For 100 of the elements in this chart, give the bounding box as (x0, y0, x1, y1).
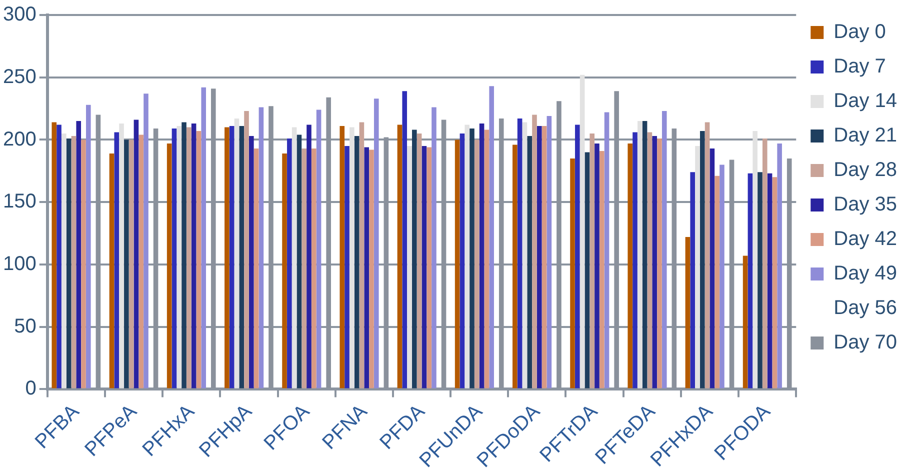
bar (772, 177, 778, 388)
bar (762, 138, 768, 388)
bar (714, 176, 720, 388)
bar (454, 140, 460, 388)
bar (144, 94, 148, 388)
bar (604, 112, 610, 388)
y-tick-label: 250 (2, 66, 36, 88)
bar (690, 172, 695, 388)
bar (748, 173, 753, 388)
bar (546, 116, 552, 388)
bar (138, 134, 144, 388)
bar (292, 127, 297, 388)
text: Day 56 (834, 297, 898, 320)
bar (71, 136, 76, 388)
bar (66, 138, 72, 388)
bar (752, 131, 758, 388)
bar (628, 143, 633, 388)
bar (777, 143, 782, 388)
y-tick-label: 200 (2, 128, 36, 150)
legend-label: Day 35 (834, 194, 898, 216)
legend-label: Day 28 (834, 159, 898, 182)
bar (460, 134, 465, 388)
bar (700, 131, 705, 388)
bar (86, 104, 91, 388)
bar (350, 127, 354, 388)
bar (229, 126, 234, 388)
bar (340, 126, 345, 388)
bar (282, 153, 287, 388)
bar (359, 122, 364, 388)
bar (685, 237, 690, 388)
bar (632, 132, 638, 388)
bar (128, 140, 134, 388)
bar (474, 140, 480, 388)
legend-label: Day 7 (834, 56, 886, 78)
legend-label: Day 0 (834, 21, 886, 44)
bar (62, 134, 66, 388)
bar (119, 124, 124, 388)
bar (312, 148, 316, 388)
bar (109, 153, 114, 388)
bar (522, 122, 528, 388)
bar (695, 146, 700, 388)
legend-label: Day 21 (834, 124, 898, 147)
bar (422, 146, 427, 388)
bar (52, 122, 57, 388)
bar (742, 256, 748, 388)
bar (758, 172, 762, 388)
bar (542, 126, 547, 388)
bar (575, 124, 580, 388)
bar (56, 124, 62, 388)
bar (354, 136, 360, 388)
bar (244, 111, 249, 388)
bar (172, 128, 177, 388)
bar (512, 144, 518, 388)
legend-label: Day 70 (834, 332, 898, 354)
bar (527, 136, 532, 388)
bar (407, 146, 412, 388)
bar (249, 136, 254, 388)
y-tick-label: 300 (2, 4, 36, 26)
bar (590, 134, 594, 388)
bar (464, 124, 470, 388)
bar (517, 118, 522, 388)
bar (302, 148, 307, 388)
legend-label: Day 42 (834, 228, 898, 250)
bar (489, 86, 494, 388)
bar (594, 143, 600, 388)
bar (364, 147, 369, 388)
bar (114, 132, 120, 388)
bar (416, 134, 422, 388)
bar (652, 136, 657, 388)
legend-label: Day 14 (834, 90, 898, 112)
bar (186, 127, 192, 388)
bar (287, 138, 292, 388)
y-tick-label: 100 (2, 253, 36, 276)
bar (76, 121, 82, 388)
bar (234, 118, 240, 388)
bar (584, 152, 590, 388)
bar (642, 121, 648, 388)
bar (432, 107, 436, 388)
legend-label: Day 49 (834, 262, 898, 285)
bar (369, 150, 374, 388)
bar (374, 98, 379, 388)
y-tick-label: 150 (2, 190, 36, 213)
bar (344, 146, 350, 388)
bar (258, 107, 264, 388)
bar (484, 130, 490, 388)
bar (397, 124, 402, 388)
bar (580, 74, 585, 388)
bar (254, 148, 259, 388)
bar (657, 138, 662, 388)
bar (426, 147, 432, 388)
bar (182, 122, 186, 388)
bar (124, 140, 129, 388)
bar (134, 120, 139, 388)
y-tick-label: 50 (14, 315, 36, 338)
bar (599, 150, 604, 388)
bar (306, 124, 312, 388)
bar (570, 158, 575, 388)
bar (710, 148, 715, 388)
bar (647, 132, 652, 388)
bar (470, 128, 474, 388)
